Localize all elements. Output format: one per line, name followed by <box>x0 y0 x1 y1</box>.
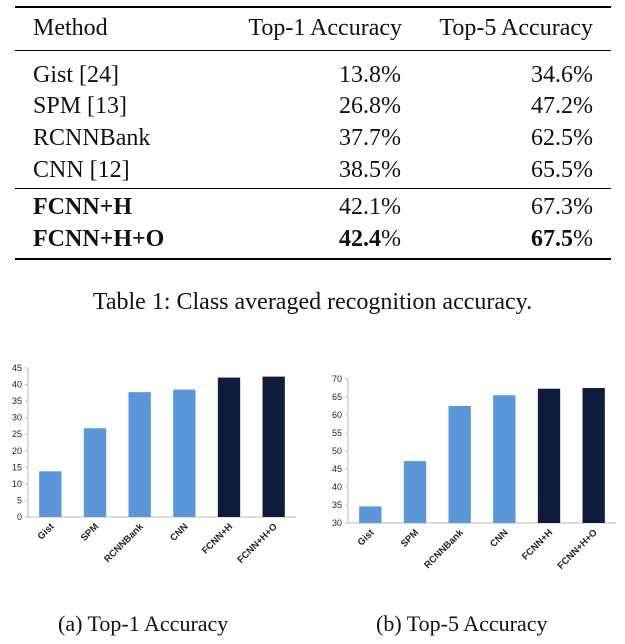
table-row: RCNNBank 37.7% 62.5% <box>15 122 611 154</box>
table-row: FCNN+H 42.1% 67.3% <box>15 191 611 223</box>
top5-cell: 62.5% <box>531 125 593 151</box>
method-cell: FCNN+H <box>33 194 132 220</box>
top5-bold-part: 67.5 <box>531 226 573 252</box>
bar-cnn <box>493 395 516 523</box>
table-separator-rule <box>15 188 611 189</box>
category-label: RCNNBank <box>422 527 466 571</box>
bar-cnn <box>173 389 196 517</box>
y-tick-label: 35 <box>12 396 22 406</box>
table-row: SPM [13] 26.8% 47.2% <box>15 90 611 122</box>
y-tick-label: 40 <box>332 482 342 492</box>
top1-cell: 42.4% <box>339 223 401 255</box>
category-label: RCNNBank <box>102 521 146 565</box>
top5-cell: 47.2% <box>531 93 593 119</box>
category-label: FCNN+H <box>200 521 235 556</box>
y-tick-label: 10 <box>12 479 22 489</box>
y-tick-label: 0 <box>17 512 22 522</box>
table-caption: Table 1: Class averaged recognition accu… <box>92 289 533 315</box>
table-header-rule <box>15 50 611 51</box>
top1-cell: 26.8% <box>339 93 401 119</box>
top1-cell: 38.5% <box>339 157 401 183</box>
y-tick-label: 50 <box>332 446 342 456</box>
top1-percent: % <box>381 226 401 252</box>
bar-fcnn-h-o <box>582 388 605 523</box>
y-tick-label: 45 <box>12 363 22 373</box>
bar-gist <box>39 471 62 517</box>
y-tick-label: 60 <box>332 410 342 420</box>
y-tick-label: 5 <box>17 495 22 505</box>
bar-fcnn-h-o <box>262 376 285 517</box>
top1-bold-part: 42.4 <box>339 226 381 252</box>
y-tick-label: 30 <box>332 518 342 528</box>
bar-rcnnbank <box>128 392 151 517</box>
top5-cell: 65.5% <box>531 157 593 183</box>
header-top1: Top-1 Accuracy <box>248 15 402 41</box>
category-label: Gist <box>36 521 57 542</box>
top5-cell: 67.3% <box>531 194 593 220</box>
category-label: FCNN+H+O <box>235 521 279 565</box>
y-tick-label: 15 <box>12 462 22 472</box>
table-header-row: Method Top-1 Accuracy Top-5 Accuracy <box>15 12 611 44</box>
category-label: Gist <box>356 527 377 548</box>
top1-bar-chart: 0 5 10 15 20 25 30 35 40 45 Gist SPM RCNNBank CNN FCNN… <box>12 363 296 566</box>
bar-spm <box>83 428 107 517</box>
y-tick-label: 70 <box>332 374 342 384</box>
table-top-rule <box>15 6 611 8</box>
bar-fcnn-h <box>217 377 241 517</box>
header-method: Method <box>33 15 108 41</box>
table-row: FCNN+H+O 42.4% 67.5% <box>15 223 611 255</box>
bar-rcnnbank <box>448 406 471 523</box>
category-label: SPM <box>399 527 421 549</box>
y-tick-label: 35 <box>332 500 342 510</box>
y-tick-label: 40 <box>12 380 22 390</box>
y-tick-label: 55 <box>332 428 342 438</box>
y-tick-label: 45 <box>332 464 342 474</box>
y-tick-label: 65 <box>332 392 342 402</box>
category-label: FCNN+H+O <box>555 527 599 571</box>
category-label: CNN <box>168 521 190 543</box>
table-row: CNN [12] 38.5% 65.5% <box>15 154 611 186</box>
subcaption-a: (a) Top-1 Accuracy <box>58 611 229 636</box>
bar-gist <box>359 506 382 523</box>
top1-cell: 13.8% <box>339 62 401 88</box>
method-cell: FCNN+H+O <box>33 226 165 252</box>
table-bottom-rule <box>15 258 611 260</box>
category-label: FCNN+H <box>520 527 555 562</box>
y-tick-label: 20 <box>12 446 22 456</box>
top5-percent: % <box>573 226 593 252</box>
category-label: CNN <box>488 527 510 549</box>
bar-fcnn-h <box>537 388 561 523</box>
top5-cell: 67.5% <box>531 223 593 255</box>
y-tick-label: 25 <box>12 429 22 439</box>
top1-cell: 42.1% <box>339 194 401 220</box>
method-cell: Gist [24] <box>33 62 119 88</box>
subcaption-b: (b) Top-5 Accuracy <box>376 611 548 636</box>
table-row: Gist [24] 13.8% 34.6% <box>15 59 611 91</box>
bar-spm <box>403 461 427 523</box>
method-cell: SPM [13] <box>33 93 128 119</box>
method-cell: CNN [12] <box>33 157 130 183</box>
top5-cell: 34.6% <box>531 62 593 88</box>
method-cell: RCNNBank <box>33 125 151 151</box>
header-top5: Top-5 Accuracy <box>439 15 593 41</box>
category-label: SPM <box>79 521 101 543</box>
top5-bar-chart: 30 35 40 45 50 55 60 65 70 Gist SPM RCNNBank CNN FCNN… <box>332 374 616 572</box>
y-tick-label: 30 <box>12 413 22 423</box>
top1-cell: 37.7% <box>339 125 401 151</box>
